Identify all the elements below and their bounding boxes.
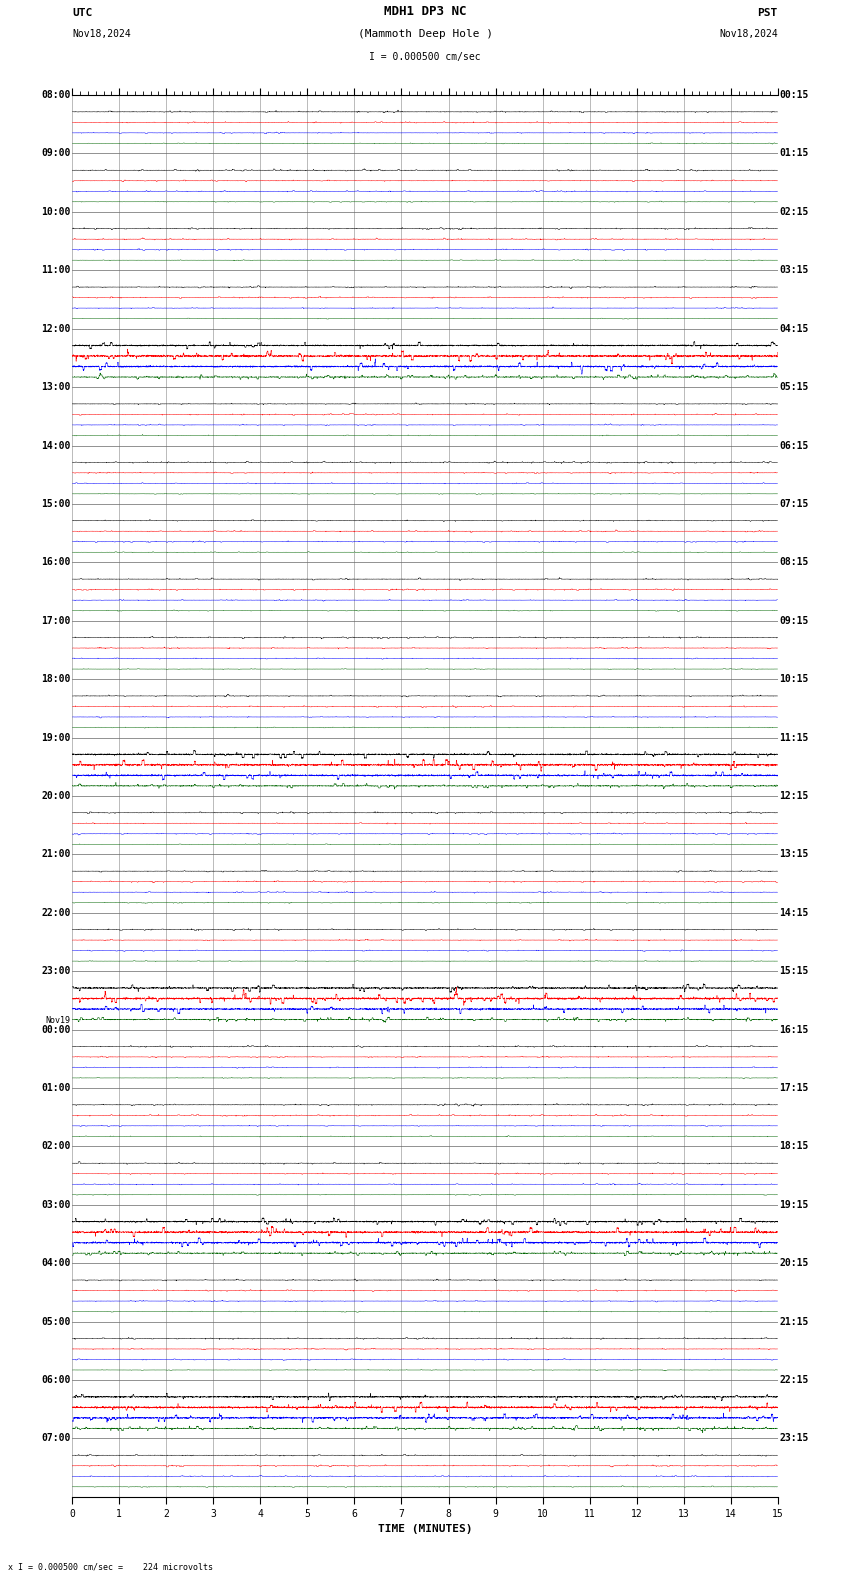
Text: 22:00: 22:00 — [42, 908, 71, 917]
Text: 04:15: 04:15 — [779, 323, 808, 334]
Text: 08:00: 08:00 — [42, 90, 71, 100]
Text: UTC: UTC — [72, 8, 93, 17]
Text: 04:00: 04:00 — [42, 1258, 71, 1269]
Text: 17:00: 17:00 — [42, 616, 71, 626]
Text: 06:15: 06:15 — [779, 440, 808, 450]
Text: 13:15: 13:15 — [779, 849, 808, 860]
Text: I = 0.000500 cm/sec: I = 0.000500 cm/sec — [369, 52, 481, 62]
Text: 11:00: 11:00 — [42, 265, 71, 276]
Text: Nov18,2024: Nov18,2024 — [719, 29, 778, 38]
Text: 13:00: 13:00 — [42, 382, 71, 393]
Text: 20:00: 20:00 — [42, 790, 71, 802]
Text: 05:15: 05:15 — [779, 382, 808, 393]
Text: 00:15: 00:15 — [779, 90, 808, 100]
Text: 15:15: 15:15 — [779, 966, 808, 976]
Text: 00:00: 00:00 — [42, 1025, 71, 1034]
Text: x I = 0.000500 cm/sec =    224 microvolts: x I = 0.000500 cm/sec = 224 microvolts — [8, 1562, 213, 1571]
Text: 18:15: 18:15 — [779, 1142, 808, 1152]
Text: 03:15: 03:15 — [779, 265, 808, 276]
Text: Nov18,2024: Nov18,2024 — [72, 29, 131, 38]
Text: 10:00: 10:00 — [42, 208, 71, 217]
Text: 07:00: 07:00 — [42, 1434, 71, 1443]
Text: 17:15: 17:15 — [779, 1083, 808, 1093]
Text: 11:15: 11:15 — [779, 732, 808, 743]
Text: Nov19: Nov19 — [46, 1017, 71, 1025]
Text: 06:00: 06:00 — [42, 1375, 71, 1384]
Text: 07:15: 07:15 — [779, 499, 808, 508]
Text: 01:15: 01:15 — [779, 149, 808, 158]
Text: 10:15: 10:15 — [779, 675, 808, 684]
Text: 23:00: 23:00 — [42, 966, 71, 976]
Text: 14:00: 14:00 — [42, 440, 71, 450]
Text: 14:15: 14:15 — [779, 908, 808, 917]
Text: 23:15: 23:15 — [779, 1434, 808, 1443]
Text: 05:00: 05:00 — [42, 1316, 71, 1327]
X-axis label: TIME (MINUTES): TIME (MINUTES) — [377, 1524, 473, 1535]
Text: 18:00: 18:00 — [42, 675, 71, 684]
Text: 19:00: 19:00 — [42, 732, 71, 743]
Text: 01:00: 01:00 — [42, 1083, 71, 1093]
Text: 15:00: 15:00 — [42, 499, 71, 508]
Text: 16:15: 16:15 — [779, 1025, 808, 1034]
Text: 09:00: 09:00 — [42, 149, 71, 158]
Text: 03:00: 03:00 — [42, 1199, 71, 1210]
Text: PST: PST — [757, 8, 778, 17]
Text: 12:15: 12:15 — [779, 790, 808, 802]
Text: 02:00: 02:00 — [42, 1142, 71, 1152]
Text: 12:00: 12:00 — [42, 323, 71, 334]
Text: 21:15: 21:15 — [779, 1316, 808, 1327]
Text: 02:15: 02:15 — [779, 208, 808, 217]
Text: 20:15: 20:15 — [779, 1258, 808, 1269]
Text: 19:15: 19:15 — [779, 1199, 808, 1210]
Text: 21:00: 21:00 — [42, 849, 71, 860]
Text: 09:15: 09:15 — [779, 616, 808, 626]
Text: (Mammoth Deep Hole ): (Mammoth Deep Hole ) — [358, 29, 492, 38]
Text: 16:00: 16:00 — [42, 558, 71, 567]
Text: 22:15: 22:15 — [779, 1375, 808, 1384]
Text: MDH1 DP3 NC: MDH1 DP3 NC — [383, 5, 467, 17]
Text: 08:15: 08:15 — [779, 558, 808, 567]
